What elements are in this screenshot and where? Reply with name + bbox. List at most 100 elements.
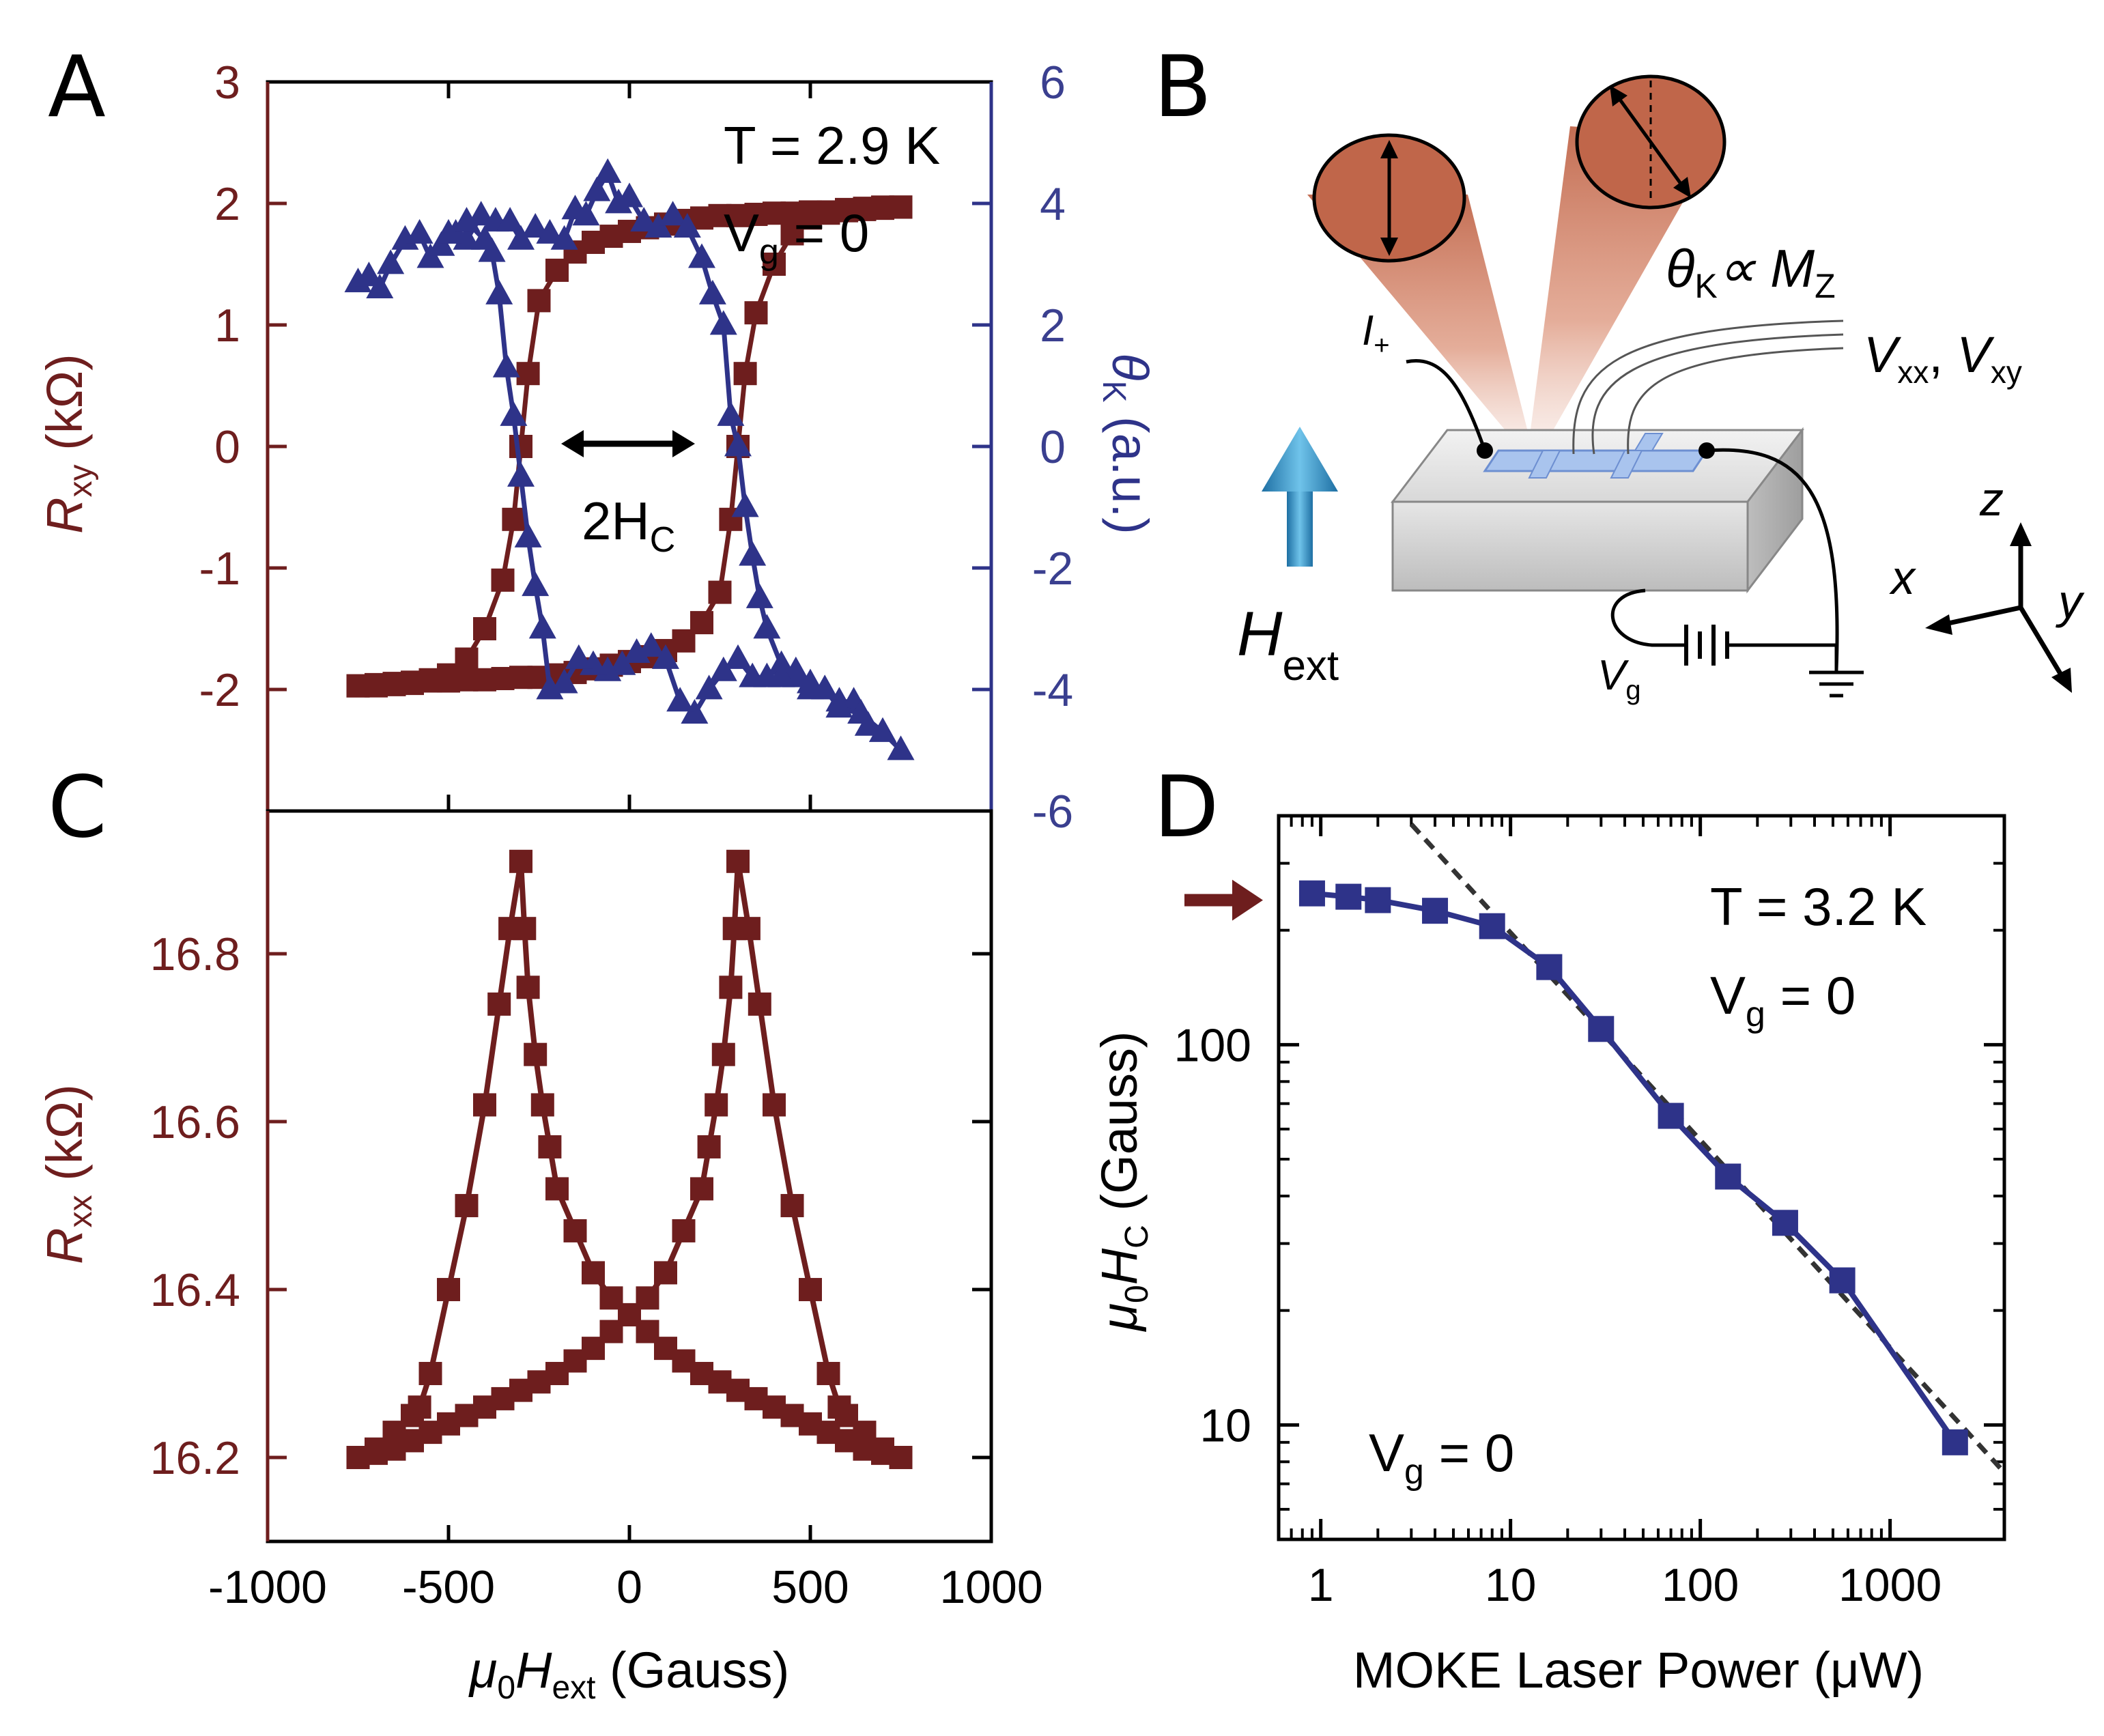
data-point	[681, 699, 709, 724]
data-point	[739, 541, 767, 566]
voltage-wire	[1591, 333, 1844, 455]
data-point	[528, 614, 556, 639]
data-point	[659, 201, 687, 226]
data-point	[690, 1177, 713, 1201]
ground-icon	[1809, 645, 1864, 698]
tick-label: 6	[1040, 57, 1066, 109]
tick-label: 0	[214, 421, 240, 473]
tick-label: -1000	[208, 1561, 327, 1613]
contact-dot	[1698, 442, 1715, 459]
data-point	[545, 1177, 569, 1201]
tick-label: 0	[616, 1561, 642, 1613]
data-point	[500, 401, 528, 426]
data-point	[623, 638, 651, 663]
data-point	[695, 674, 723, 700]
tick-label: 500	[771, 1561, 849, 1613]
data-point	[522, 571, 550, 597]
gate-label: Vg	[1597, 652, 1641, 705]
tick-label: 16.4	[150, 1264, 240, 1316]
tick-label: 4	[1040, 178, 1066, 230]
data-point	[666, 687, 694, 712]
data-point	[572, 201, 600, 226]
data-point	[522, 213, 550, 238]
saturation-arrow-icon	[1184, 879, 1263, 921]
data-point	[583, 176, 611, 201]
data-point	[847, 699, 875, 724]
data-point	[473, 617, 496, 640]
data-point	[498, 917, 522, 941]
data-point	[524, 1042, 548, 1066]
data-point	[887, 735, 915, 760]
hall-bar-contact	[1634, 433, 1664, 451]
panel-d-ylabel: μ0HC (Gauss)	[1091, 1031, 1155, 1332]
data-point	[753, 614, 781, 639]
panel-a-series	[344, 158, 915, 760]
data-point	[366, 274, 394, 298]
data-point	[538, 1135, 562, 1158]
tick-label: 2	[1040, 300, 1066, 352]
data-point	[797, 668, 824, 694]
substrate-front	[1391, 500, 1749, 592]
data-point	[739, 662, 767, 687]
data-point	[435, 218, 462, 244]
data-point	[672, 1219, 696, 1242]
data-point	[509, 435, 532, 458]
data-point	[708, 580, 732, 604]
data-point	[473, 1093, 496, 1117]
tick-label: -500	[402, 1561, 495, 1613]
tick-label: 0	[1040, 421, 1066, 473]
tick-label: 16.8	[150, 928, 240, 980]
kerr-label: θK∝ MZ	[1666, 238, 1836, 305]
data-point	[471, 225, 498, 250]
reflected-laser-beam	[1528, 126, 1720, 451]
current-label: I+	[1362, 307, 1390, 360]
contact-dot	[1477, 442, 1493, 459]
data-point	[1588, 1016, 1615, 1042]
data-point	[748, 992, 771, 1016]
data-point	[492, 352, 520, 378]
tick-label: 16.6	[150, 1096, 240, 1148]
data-point	[1298, 880, 1325, 907]
data-point	[496, 207, 524, 232]
data-point	[630, 207, 658, 232]
data-point	[709, 310, 737, 335]
data-point	[733, 362, 757, 386]
current-wire	[1406, 359, 1487, 451]
panel-d: D 1 10 100 1000 100 10 μ0HC (Gauss) MOKE Lase…	[1091, 758, 2006, 1698]
data-point	[688, 243, 715, 268]
substrate-side	[1746, 427, 1804, 594]
data-point	[1715, 1163, 1742, 1190]
data-point	[545, 258, 569, 282]
data-point	[453, 207, 481, 232]
panel-c-ylabel: Rxx (kΩ)	[36, 1084, 99, 1264]
data-point	[1772, 1210, 1798, 1236]
field-label: Hext	[1237, 599, 1339, 689]
panel-d-gate: Vg = 0	[1710, 965, 1856, 1034]
data-point	[514, 522, 542, 547]
panel-letter-c: C	[48, 758, 107, 857]
panel-c-frame	[266, 809, 993, 1543]
data-point	[467, 201, 495, 226]
panel-a-temperature: T = 2.9 K	[724, 115, 940, 175]
reflected-polarization-icon	[1575, 74, 1726, 210]
panel-letter-d: D	[1154, 758, 1219, 857]
data-point	[565, 644, 593, 669]
panel-a: A 3 2 1 0 -1 -2 6 4 2 0 -2 -4 -6 Rxy (kΩ) θK (a.u.)…	[36, 38, 1158, 838]
data-point	[1658, 1102, 1684, 1129]
data-point	[1479, 913, 1505, 939]
data-point	[1942, 1429, 1968, 1455]
axis-z-label: z	[1979, 472, 2004, 526]
tick-label: 10	[1199, 1399, 1251, 1451]
tick-label: -1	[199, 543, 240, 595]
data-point	[711, 1042, 735, 1066]
data-point	[455, 1194, 479, 1218]
data-point	[616, 182, 643, 208]
data-point	[719, 976, 743, 999]
tick-label: 16.2	[150, 1432, 240, 1484]
data-point	[509, 849, 532, 873]
coordinate-axes-icon	[1925, 522, 2072, 693]
power-law-fit-line	[1409, 823, 2006, 1475]
panel-letter-b: B	[1154, 38, 1212, 137]
data-point	[652, 644, 679, 669]
